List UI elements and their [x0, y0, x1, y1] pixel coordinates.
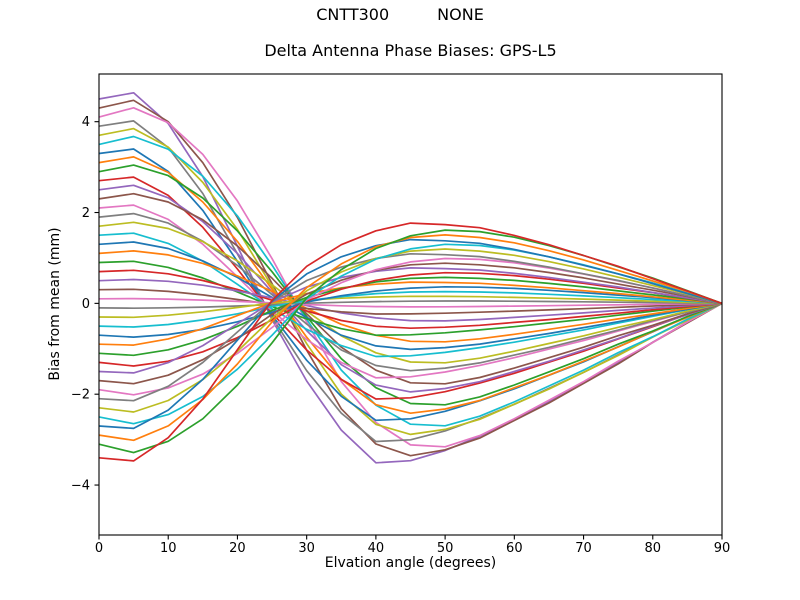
series-line [98, 267, 723, 374]
series-line [98, 164, 723, 406]
series-line [98, 290, 723, 328]
series-line [98, 281, 723, 346]
series-line [98, 127, 723, 436]
y-tick-label: 4 [82, 115, 90, 130]
y-tick-label: −2 [71, 388, 90, 403]
series-line [98, 271, 723, 367]
series-line [98, 156, 723, 415]
x-tick-label: 0 [95, 541, 103, 556]
series-line [98, 204, 723, 379]
figure-title: CNTT300 NONE [0, 5, 800, 24]
series-line [98, 288, 723, 315]
y-axis-label: Bias from mean (mm) [47, 227, 63, 381]
axes-title: Delta Antenna Phase Biases: GPS-L5 [264, 41, 557, 60]
series-line [98, 222, 723, 462]
axes-frame [98, 73, 723, 536]
series-line [98, 192, 723, 385]
series-line [98, 269, 723, 330]
x-axis-label: Elvation angle (degrees) [324, 555, 497, 571]
series-line [98, 106, 723, 448]
series-line [98, 278, 723, 322]
series-line [98, 276, 723, 357]
x-tick-label: 90 [714, 541, 731, 556]
series-line [98, 238, 723, 430]
x-tick-label: 60 [506, 541, 523, 556]
series-line [98, 99, 723, 457]
y-tick-label: −4 [71, 479, 90, 494]
series-line [98, 241, 723, 351]
x-tick-label: 30 [298, 541, 315, 556]
series-line [98, 300, 723, 310]
x-tick-label: 40 [368, 541, 385, 556]
series-line [98, 295, 723, 319]
x-tick-label: 70 [575, 541, 592, 556]
series-line [98, 250, 723, 343]
x-tick-label: 10 [160, 541, 177, 556]
series-line [98, 260, 723, 337]
series-line [98, 135, 723, 427]
series-line [98, 221, 723, 364]
x-tick-label: 80 [645, 541, 662, 556]
series-line [98, 262, 723, 385]
figure-title-left: CNTT300 [316, 5, 390, 24]
x-tick-label: 50 [437, 541, 454, 556]
figure-title-right: NONE [437, 5, 484, 24]
series-line [98, 184, 723, 393]
y-tick-label: 2 [82, 206, 90, 221]
series-line [98, 252, 723, 402]
x-tick-label: 20 [229, 541, 246, 556]
y-tick-label: 0 [82, 297, 90, 312]
series-line [98, 297, 723, 308]
